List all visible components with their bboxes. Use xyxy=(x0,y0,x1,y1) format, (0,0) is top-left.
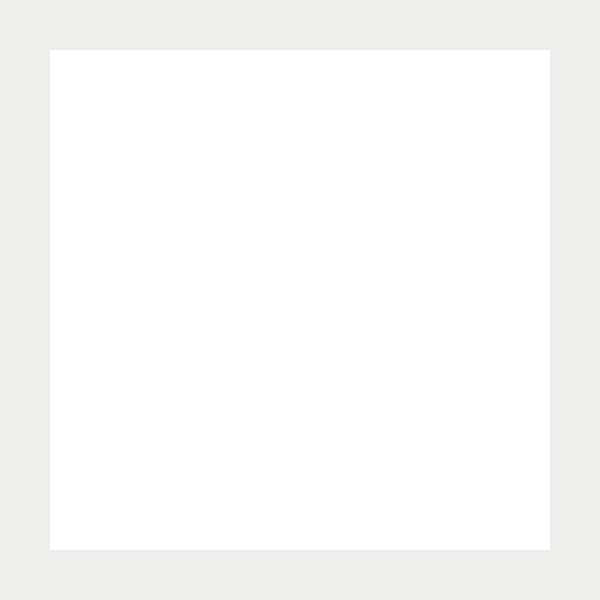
connector-lines xyxy=(50,50,550,550)
diagram-canvas xyxy=(50,50,550,550)
